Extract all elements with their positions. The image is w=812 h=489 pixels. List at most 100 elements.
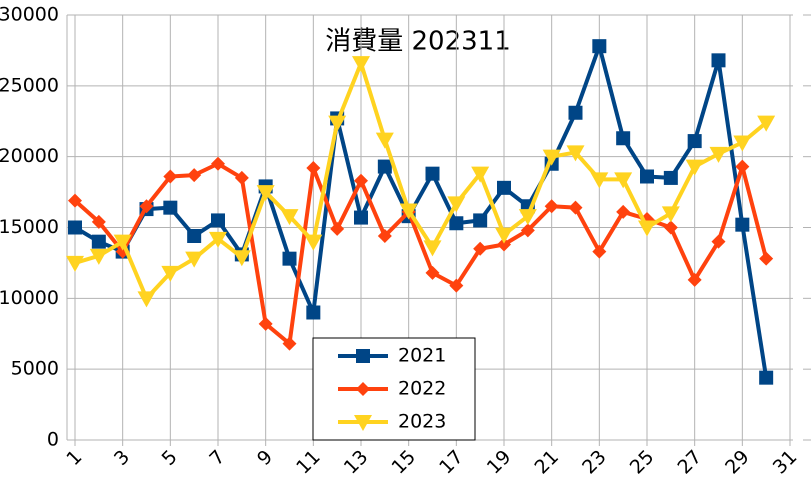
x-tick-label: 9	[253, 446, 277, 470]
point	[661, 206, 680, 223]
x-tick-label: 17	[435, 446, 468, 479]
x-tick-label: 29	[721, 446, 754, 479]
point	[161, 265, 180, 282]
x-tick-label: 1	[62, 446, 86, 470]
point	[711, 53, 726, 68]
line	[73, 44, 769, 378]
point	[256, 185, 275, 202]
point	[757, 115, 776, 132]
chart-title: 消費量 202311	[325, 27, 511, 57]
point	[234, 170, 249, 185]
line	[73, 161, 769, 346]
point	[663, 220, 678, 235]
point	[232, 250, 251, 267]
point	[616, 131, 631, 146]
point	[473, 213, 488, 228]
point	[497, 237, 511, 252]
y-tick-label: 0	[47, 429, 59, 451]
point	[68, 220, 82, 235]
point	[306, 161, 321, 175]
point	[449, 278, 464, 293]
point	[663, 170, 678, 185]
point	[399, 203, 418, 220]
point	[544, 199, 559, 214]
point	[592, 244, 607, 259]
point	[113, 234, 132, 251]
x-tick-label: 3	[110, 446, 134, 470]
legend	[312, 337, 476, 441]
point	[566, 145, 585, 162]
point	[449, 216, 464, 231]
point	[471, 166, 490, 183]
point	[473, 241, 488, 256]
y-tick-label: 30000	[0, 4, 59, 26]
point	[685, 159, 704, 176]
x-tick-label: 19	[483, 446, 516, 479]
point	[425, 166, 440, 181]
point	[733, 135, 752, 152]
series	[68, 156, 774, 351]
point	[91, 234, 106, 249]
x-tick-label: 27	[673, 446, 706, 479]
point	[354, 210, 368, 225]
point	[187, 229, 202, 243]
legend-label: 2023	[398, 411, 446, 433]
y-tick-label: 20000	[0, 145, 59, 167]
point	[163, 200, 178, 215]
x-tick-label: 7	[205, 446, 229, 470]
point	[638, 220, 656, 237]
point	[91, 214, 106, 229]
line	[74, 61, 768, 301]
point	[520, 223, 535, 238]
point	[568, 105, 583, 120]
point	[304, 234, 323, 251]
point	[495, 227, 513, 244]
point	[640, 169, 654, 184]
x-tick-label: 5	[158, 446, 182, 470]
point	[139, 199, 154, 214]
point	[66, 255, 84, 272]
point	[377, 229, 392, 243]
legend-marker	[354, 415, 372, 431]
point	[68, 193, 82, 208]
point	[735, 159, 750, 174]
point	[328, 115, 347, 132]
point	[258, 316, 273, 331]
x-tick-label: 31	[769, 446, 802, 479]
y-tick-label: 15000	[0, 216, 59, 238]
x-tick-label: 13	[340, 446, 373, 479]
point	[115, 244, 130, 259]
point	[282, 336, 297, 351]
x-tick-label: 15	[387, 446, 420, 479]
x-tick-label: 25	[626, 446, 659, 479]
point	[518, 209, 537, 226]
point	[185, 251, 204, 268]
point	[709, 146, 728, 163]
point	[687, 134, 702, 149]
point	[447, 196, 466, 213]
point	[759, 370, 774, 385]
point	[497, 180, 511, 195]
x-tick-label: 21	[530, 446, 563, 479]
y-tick-label: 5000	[11, 358, 59, 380]
point	[354, 173, 368, 188]
point	[614, 172, 633, 189]
y-tick-label: 10000	[0, 287, 59, 309]
point	[209, 231, 227, 248]
legend-marker	[356, 382, 370, 396]
point	[616, 204, 631, 219]
point	[687, 272, 702, 287]
point	[330, 221, 345, 236]
point	[425, 265, 440, 280]
point	[352, 56, 370, 73]
point	[423, 240, 442, 257]
point	[280, 209, 299, 226]
legend-label: 2022	[398, 378, 446, 400]
point	[187, 168, 202, 183]
point	[375, 132, 394, 149]
point	[306, 305, 321, 320]
point	[89, 248, 108, 265]
point	[590, 172, 609, 189]
point	[568, 200, 583, 215]
